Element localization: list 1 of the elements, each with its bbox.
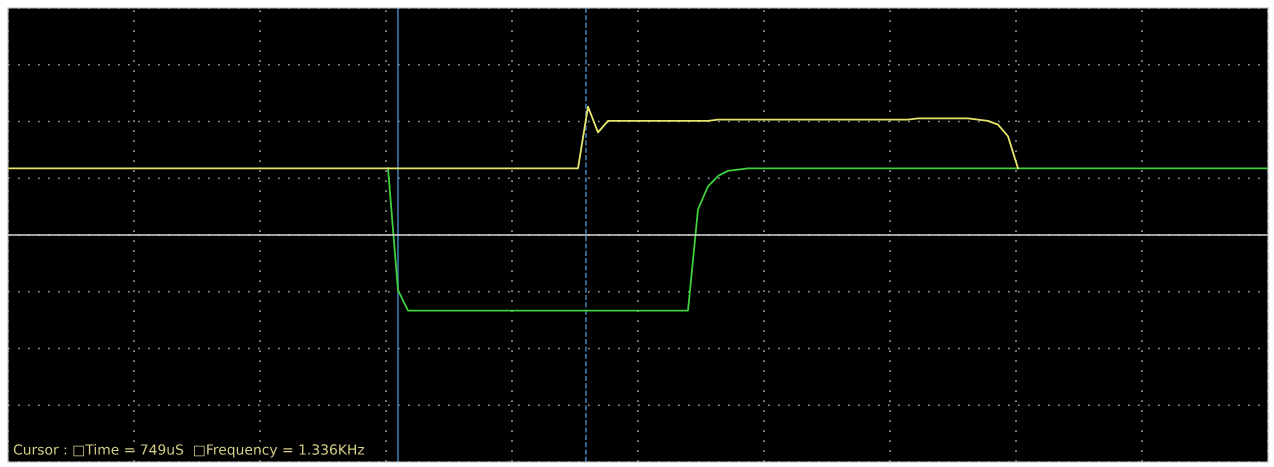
text: Cursor : □Time = 749uS □Frequency = 1.336KHz (13, 444, 365, 458)
